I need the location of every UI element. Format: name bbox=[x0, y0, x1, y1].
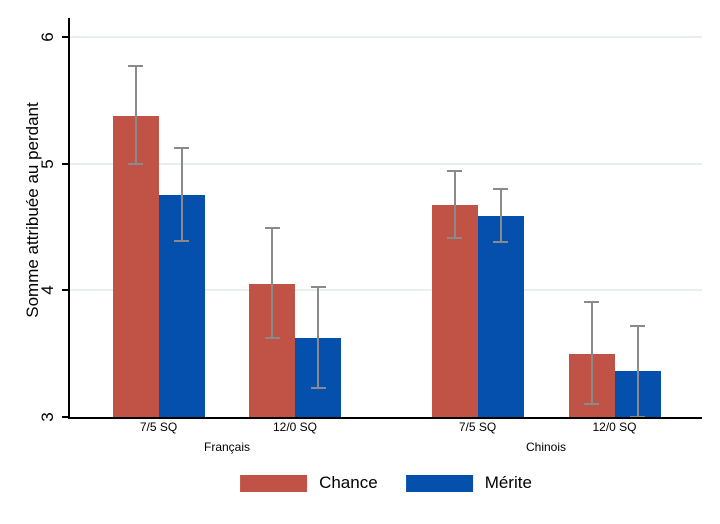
x-tick-label-group1: 7/5 SQ bbox=[139, 420, 178, 434]
gridline-y6 bbox=[70, 35, 702, 38]
legend-label-chance: Chance bbox=[319, 473, 378, 492]
x-tick-label-group3: 7/5 SQ bbox=[458, 420, 497, 434]
error-cap-high-mérite-group1 bbox=[174, 147, 189, 150]
error-bar-chance-group1 bbox=[134, 66, 137, 164]
legend-label-merite: Mérite bbox=[484, 473, 532, 492]
error-cap-low-chance-group2 bbox=[264, 337, 280, 340]
legend: Chance Mérite bbox=[240, 474, 532, 492]
error-cap-high-chance-group3 bbox=[447, 170, 462, 173]
error-cap-low-mérite-group3 bbox=[493, 241, 508, 244]
bar-chance-group3 bbox=[431, 205, 478, 417]
y-tick-label-5: 5 bbox=[38, 158, 57, 169]
supergroup-label-2: Chinois bbox=[525, 440, 567, 454]
y-tick-4 bbox=[62, 289, 70, 292]
bar-chance-group1 bbox=[112, 115, 159, 417]
error-cap-high-chance-group1 bbox=[128, 65, 143, 68]
legend-item-chance: Chance bbox=[240, 474, 378, 492]
y-tick-label-4: 4 bbox=[38, 285, 57, 296]
error-bar-mérite-group4 bbox=[636, 325, 639, 417]
y-axis-line bbox=[68, 18, 70, 419]
legend-swatch-merite bbox=[405, 474, 473, 492]
legend-item-merite: Mérite bbox=[405, 473, 532, 492]
error-cap-low-chance-group1 bbox=[128, 162, 143, 165]
y-tick-3 bbox=[62, 416, 70, 418]
error-cap-low-chance-group4 bbox=[584, 403, 599, 406]
y-tick-label-6: 6 bbox=[38, 32, 57, 42]
gridline-y5 bbox=[70, 162, 702, 165]
error-cap-high-mérite-group2 bbox=[310, 285, 326, 288]
y-tick-label-3: 3 bbox=[38, 412, 57, 422]
legend-swatch-chance bbox=[240, 474, 308, 492]
error-cap-low-mérite-group1 bbox=[174, 239, 189, 242]
error-bar-chance-group3 bbox=[453, 171, 456, 239]
x-tick-label-group2: 12/0 SQ bbox=[272, 420, 318, 434]
error-cap-high-mérite-group4 bbox=[630, 324, 645, 327]
gridline-y4 bbox=[70, 289, 702, 292]
error-bar-chance-group2 bbox=[271, 228, 273, 339]
error-bar-mérite-group3 bbox=[499, 188, 502, 243]
y-tick-6 bbox=[62, 35, 70, 38]
error-bar-chance-group4 bbox=[590, 301, 593, 405]
error-cap-high-mérite-group3 bbox=[493, 187, 508, 190]
error-cap-high-chance-group4 bbox=[584, 300, 599, 303]
error-cap-high-chance-group2 bbox=[264, 227, 280, 230]
error-cap-low-chance-group3 bbox=[447, 237, 462, 240]
y-tick-5 bbox=[62, 162, 70, 165]
bar-mérite-group3 bbox=[477, 215, 524, 417]
error-cap-low-mérite-group2 bbox=[310, 386, 326, 389]
x-tick-label-group4: 12/0 SQ bbox=[592, 420, 637, 434]
error-bar-mérite-group2 bbox=[317, 286, 319, 388]
x-axis-line bbox=[68, 417, 702, 419]
error-bar-mérite-group1 bbox=[180, 148, 183, 241]
supergroup-label-1: Français bbox=[203, 440, 251, 454]
